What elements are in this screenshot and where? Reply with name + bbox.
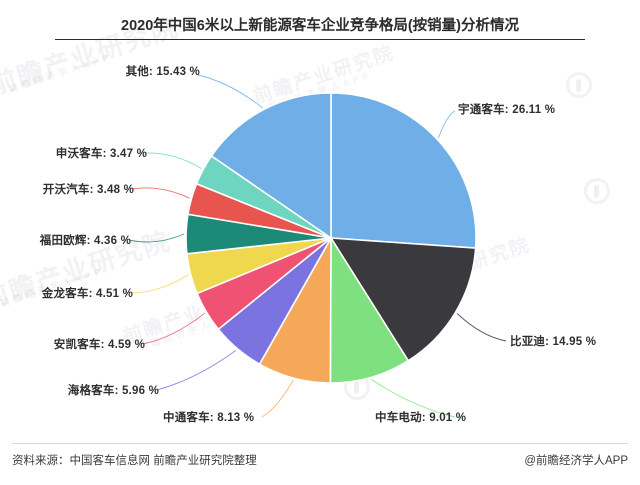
- leader-line: [456, 313, 507, 342]
- pie-label-other: 其他: 15.43 %: [125, 66, 200, 78]
- title-underline: [55, 39, 585, 40]
- pie-label-kinglong: 金龙客车: 4.51 %: [41, 288, 133, 300]
- leader-line: [142, 312, 205, 345]
- leader-line: [438, 110, 456, 138]
- source-text: 资料来源：中国客车信息网 前瞻产业研究院整理: [12, 455, 257, 467]
- pie-slice[interactable]: [210, 92, 332, 240]
- pie-label-ankai: 安凯客车: 4.59 %: [53, 339, 145, 351]
- pie-slice[interactable]: [329, 235, 410, 384]
- pie-slice-group[interactable]: [185, 92, 477, 384]
- app-credit: @前瞻经济学人APP: [524, 455, 628, 467]
- pie-chart-svg: [128, 74, 507, 418]
- pie-slice[interactable]: [329, 237, 477, 362]
- page-title: 2020年中国6米以上新能源客车企业竞争格局(按销量)分析情况: [121, 18, 519, 34]
- pie-label-byd: 比亚迪: 14.95 %: [510, 336, 597, 348]
- leader-line: [156, 349, 237, 391]
- leader-line: [144, 152, 202, 169]
- pie-label-yutong: 宇通客车: 26.11 %: [458, 104, 556, 116]
- pie-label-shenwo: 申沃客车: 3.47 %: [55, 148, 147, 160]
- footer-divider: [12, 443, 628, 444]
- pie-label-higer: 海格客车: 5.96 %: [67, 385, 159, 397]
- pie-label-foton: 福田欧辉: 4.36 %: [39, 235, 131, 247]
- pie-slice[interactable]: [330, 92, 477, 249]
- leader-line: [130, 274, 189, 294]
- leader-line: [128, 233, 185, 243]
- leader-line: [261, 379, 294, 418]
- pie-label-zhongtong: 中通客车: 8.13 %: [163, 412, 255, 424]
- leader-line-group: [128, 74, 507, 418]
- pie-chart: 宇通客车: 26.11 % 比亚迪: 14.95 % 中车电动: 9.01 % …: [0, 45, 640, 435]
- leader-line: [371, 378, 456, 418]
- pie-label-crrc: 中车电动: 9.01 %: [375, 412, 467, 424]
- leader-line: [197, 74, 263, 109]
- leader-line: [131, 187, 190, 199]
- pie-label-kaiwo: 开沃汽车: 3.48 %: [42, 184, 134, 196]
